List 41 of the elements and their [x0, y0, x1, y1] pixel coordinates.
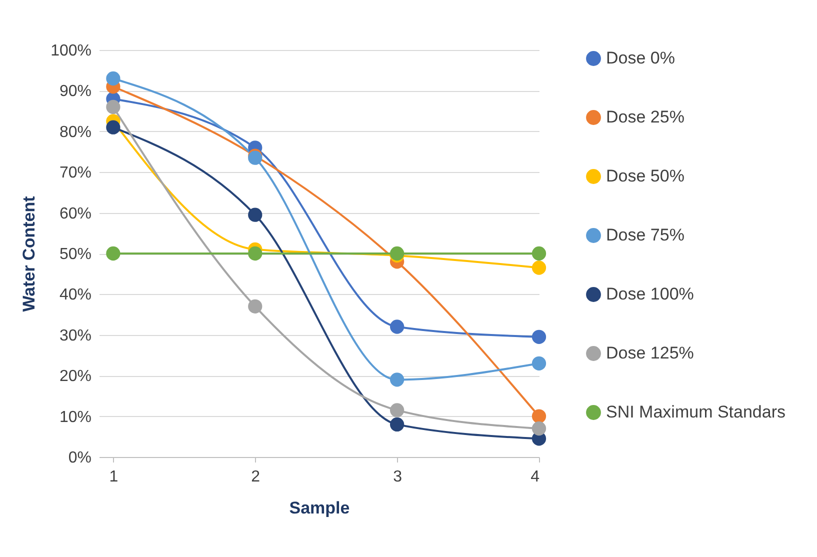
point	[248, 299, 262, 314]
x-tick-label: 4	[530, 468, 540, 486]
legend-label: Dose 75%	[606, 226, 684, 244]
y-tick-label: 60%	[59, 205, 92, 222]
point	[390, 320, 404, 334]
x-tick-label: 2	[251, 468, 260, 486]
legend-label: Dose 25%	[606, 108, 684, 126]
y-tick-label: 90%	[59, 83, 92, 100]
x-tick-label: 3	[393, 468, 402, 486]
point	[532, 409, 546, 424]
y-tick-label: 0%	[68, 450, 92, 466]
point	[532, 421, 546, 436]
point	[532, 260, 546, 275]
y-tick-label: 30%	[59, 327, 92, 344]
point	[106, 71, 120, 86]
point	[532, 356, 546, 370]
y-tick-label: 10%	[59, 408, 92, 426]
point	[390, 403, 404, 418]
point	[106, 246, 120, 261]
legend-label: Dose 0%	[606, 48, 675, 68]
y-tick-label: 50%	[59, 246, 92, 263]
point	[248, 246, 262, 261]
y-tick-label: 80%	[59, 124, 92, 141]
y-tick-label: 40%	[59, 286, 92, 304]
legend-label: Dose 100%	[606, 284, 694, 304]
legend-label: SNI Maximum Standars	[606, 402, 786, 422]
x-axis-title: Sample	[289, 498, 350, 518]
y-tick-label: 20%	[59, 368, 92, 386]
point	[248, 208, 262, 222]
y-axis-title: Water Content	[20, 196, 39, 312]
point	[390, 372, 404, 387]
legend-label: Dose 50%	[606, 166, 684, 186]
point	[106, 100, 120, 114]
y-tick-label: 100%	[50, 42, 92, 60]
point	[532, 330, 546, 344]
y-tick-label: 70%	[59, 164, 92, 182]
point	[106, 120, 120, 134]
legend-label: Dose 125%	[606, 344, 694, 362]
point	[390, 417, 404, 432]
point	[532, 246, 546, 261]
x-tick-label: 1	[109, 468, 118, 486]
